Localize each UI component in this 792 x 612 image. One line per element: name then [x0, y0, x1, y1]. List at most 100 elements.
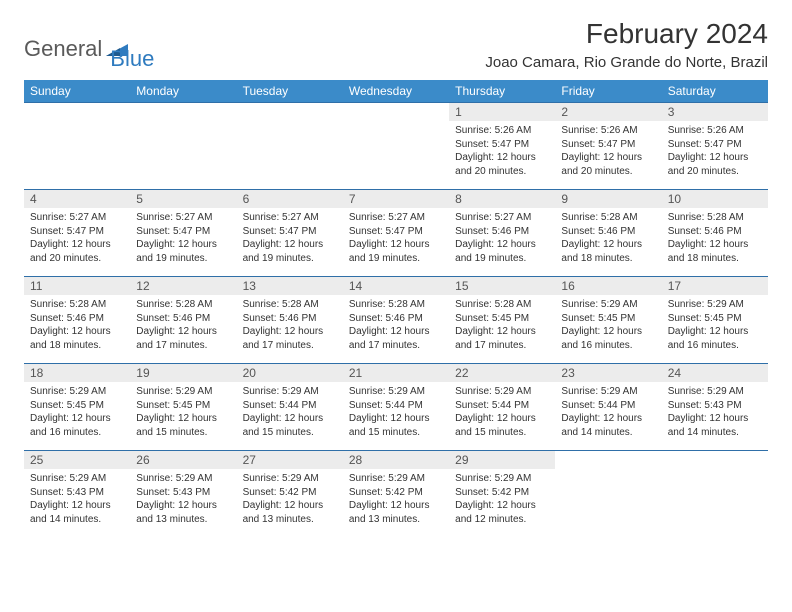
- day-line: and 15 minutes.: [455, 426, 549, 440]
- day-line: and 17 minutes.: [349, 339, 443, 353]
- day-line: Daylight: 12 hours: [561, 412, 655, 426]
- day-line: Sunrise: 5:27 AM: [30, 211, 124, 225]
- day-line: Sunset: 5:45 PM: [561, 312, 655, 326]
- day-number: 15: [449, 277, 555, 295]
- day-line: Sunrise: 5:28 AM: [136, 298, 230, 312]
- day-body: Sunrise: 5:29 AMSunset: 5:43 PMDaylight:…: [24, 469, 130, 530]
- day-line: Sunset: 5:46 PM: [349, 312, 443, 326]
- day-body: Sunrise: 5:28 AMSunset: 5:46 PMDaylight:…: [24, 295, 130, 356]
- day-cell: 21Sunrise: 5:29 AMSunset: 5:44 PMDayligh…: [343, 364, 449, 450]
- day-cell: 26Sunrise: 5:29 AMSunset: 5:43 PMDayligh…: [130, 451, 236, 537]
- day-cell: 15Sunrise: 5:28 AMSunset: 5:45 PMDayligh…: [449, 277, 555, 363]
- week-row: 18Sunrise: 5:29 AMSunset: 5:45 PMDayligh…: [24, 363, 768, 450]
- day-line: and 12 minutes.: [455, 513, 549, 527]
- day-body: Sunrise: 5:29 AMSunset: 5:42 PMDaylight:…: [343, 469, 449, 530]
- day-number: 12: [130, 277, 236, 295]
- day-line: and 14 minutes.: [561, 426, 655, 440]
- day-cell: [555, 451, 661, 537]
- day-line: Daylight: 12 hours: [455, 499, 549, 513]
- day-line: Sunrise: 5:29 AM: [349, 472, 443, 486]
- day-cell: 11Sunrise: 5:28 AMSunset: 5:46 PMDayligh…: [24, 277, 130, 363]
- day-cell: 4Sunrise: 5:27 AMSunset: 5:47 PMDaylight…: [24, 190, 130, 276]
- day-line: Daylight: 12 hours: [668, 412, 762, 426]
- day-line: Daylight: 12 hours: [30, 238, 124, 252]
- day-body: Sunrise: 5:29 AMSunset: 5:45 PMDaylight:…: [555, 295, 661, 356]
- day-number: 19: [130, 364, 236, 382]
- day-cell: 27Sunrise: 5:29 AMSunset: 5:42 PMDayligh…: [237, 451, 343, 537]
- day-body: Sunrise: 5:28 AMSunset: 5:45 PMDaylight:…: [449, 295, 555, 356]
- weekday-header-row: Sunday Monday Tuesday Wednesday Thursday…: [24, 80, 768, 102]
- day-line: Sunrise: 5:26 AM: [668, 124, 762, 138]
- day-line: Daylight: 12 hours: [30, 412, 124, 426]
- day-number: 25: [24, 451, 130, 469]
- day-cell: [662, 451, 768, 537]
- day-cell: 9Sunrise: 5:28 AMSunset: 5:46 PMDaylight…: [555, 190, 661, 276]
- day-line: Daylight: 12 hours: [243, 412, 337, 426]
- day-line: Sunrise: 5:29 AM: [136, 385, 230, 399]
- day-body: Sunrise: 5:29 AMSunset: 5:45 PMDaylight:…: [662, 295, 768, 356]
- weekday-header: Sunday: [24, 80, 130, 102]
- weekday-header: Wednesday: [343, 80, 449, 102]
- day-line: Sunset: 5:43 PM: [30, 486, 124, 500]
- day-line: Daylight: 12 hours: [243, 238, 337, 252]
- day-line: and 19 minutes.: [455, 252, 549, 266]
- day-body: Sunrise: 5:29 AMSunset: 5:45 PMDaylight:…: [130, 382, 236, 443]
- day-line: Sunset: 5:44 PM: [561, 399, 655, 413]
- day-body: Sunrise: 5:27 AMSunset: 5:47 PMDaylight:…: [24, 208, 130, 269]
- day-line: Sunset: 5:45 PM: [668, 312, 762, 326]
- day-line: and 15 minutes.: [243, 426, 337, 440]
- day-cell: 25Sunrise: 5:29 AMSunset: 5:43 PMDayligh…: [24, 451, 130, 537]
- day-number: 24: [662, 364, 768, 382]
- day-line: Sunrise: 5:26 AM: [455, 124, 549, 138]
- day-line: Sunrise: 5:27 AM: [243, 211, 337, 225]
- day-line: Sunrise: 5:28 AM: [561, 211, 655, 225]
- day-number: 20: [237, 364, 343, 382]
- day-line: and 18 minutes.: [30, 339, 124, 353]
- day-number: 6: [237, 190, 343, 208]
- day-body: Sunrise: 5:26 AMSunset: 5:47 PMDaylight:…: [555, 121, 661, 182]
- day-line: Sunset: 5:46 PM: [136, 312, 230, 326]
- day-line: and 17 minutes.: [243, 339, 337, 353]
- day-cell: 24Sunrise: 5:29 AMSunset: 5:43 PMDayligh…: [662, 364, 768, 450]
- day-cell: 7Sunrise: 5:27 AMSunset: 5:47 PMDaylight…: [343, 190, 449, 276]
- day-body: Sunrise: 5:29 AMSunset: 5:44 PMDaylight:…: [449, 382, 555, 443]
- day-line: Daylight: 12 hours: [349, 238, 443, 252]
- day-number: 23: [555, 364, 661, 382]
- day-number: 7: [343, 190, 449, 208]
- location-text: Joao Camara, Rio Grande do Norte, Brazil: [485, 54, 768, 71]
- day-cell: 16Sunrise: 5:29 AMSunset: 5:45 PMDayligh…: [555, 277, 661, 363]
- day-line: and 13 minutes.: [243, 513, 337, 527]
- logo-text-general: General: [24, 36, 102, 62]
- day-line: and 14 minutes.: [668, 426, 762, 440]
- day-cell: 17Sunrise: 5:29 AMSunset: 5:45 PMDayligh…: [662, 277, 768, 363]
- day-cell: 23Sunrise: 5:29 AMSunset: 5:44 PMDayligh…: [555, 364, 661, 450]
- day-cell: [24, 103, 130, 189]
- day-line: Sunrise: 5:27 AM: [349, 211, 443, 225]
- day-line: Sunset: 5:47 PM: [668, 138, 762, 152]
- day-body: Sunrise: 5:26 AMSunset: 5:47 PMDaylight:…: [449, 121, 555, 182]
- day-line: Sunset: 5:42 PM: [243, 486, 337, 500]
- day-line: and 17 minutes.: [136, 339, 230, 353]
- day-body: Sunrise: 5:29 AMSunset: 5:43 PMDaylight:…: [662, 382, 768, 443]
- day-line: Sunset: 5:43 PM: [136, 486, 230, 500]
- day-cell: 20Sunrise: 5:29 AMSunset: 5:44 PMDayligh…: [237, 364, 343, 450]
- weekday-header: Tuesday: [237, 80, 343, 102]
- day-cell: 29Sunrise: 5:29 AMSunset: 5:42 PMDayligh…: [449, 451, 555, 537]
- logo-text-blue: Blue: [110, 46, 154, 72]
- day-line: Daylight: 12 hours: [349, 412, 443, 426]
- week-row: 4Sunrise: 5:27 AMSunset: 5:47 PMDaylight…: [24, 189, 768, 276]
- day-number: 18: [24, 364, 130, 382]
- day-body: Sunrise: 5:27 AMSunset: 5:47 PMDaylight:…: [343, 208, 449, 269]
- weekday-header: Friday: [555, 80, 661, 102]
- day-cell: 12Sunrise: 5:28 AMSunset: 5:46 PMDayligh…: [130, 277, 236, 363]
- day-line: Sunrise: 5:29 AM: [561, 298, 655, 312]
- day-line: Sunrise: 5:29 AM: [136, 472, 230, 486]
- day-cell: 22Sunrise: 5:29 AMSunset: 5:44 PMDayligh…: [449, 364, 555, 450]
- day-line: and 15 minutes.: [136, 426, 230, 440]
- day-body: Sunrise: 5:28 AMSunset: 5:46 PMDaylight:…: [130, 295, 236, 356]
- day-body: Sunrise: 5:29 AMSunset: 5:45 PMDaylight:…: [24, 382, 130, 443]
- day-line: Daylight: 12 hours: [668, 151, 762, 165]
- day-cell: 28Sunrise: 5:29 AMSunset: 5:42 PMDayligh…: [343, 451, 449, 537]
- day-number: 16: [555, 277, 661, 295]
- day-line: Sunset: 5:44 PM: [349, 399, 443, 413]
